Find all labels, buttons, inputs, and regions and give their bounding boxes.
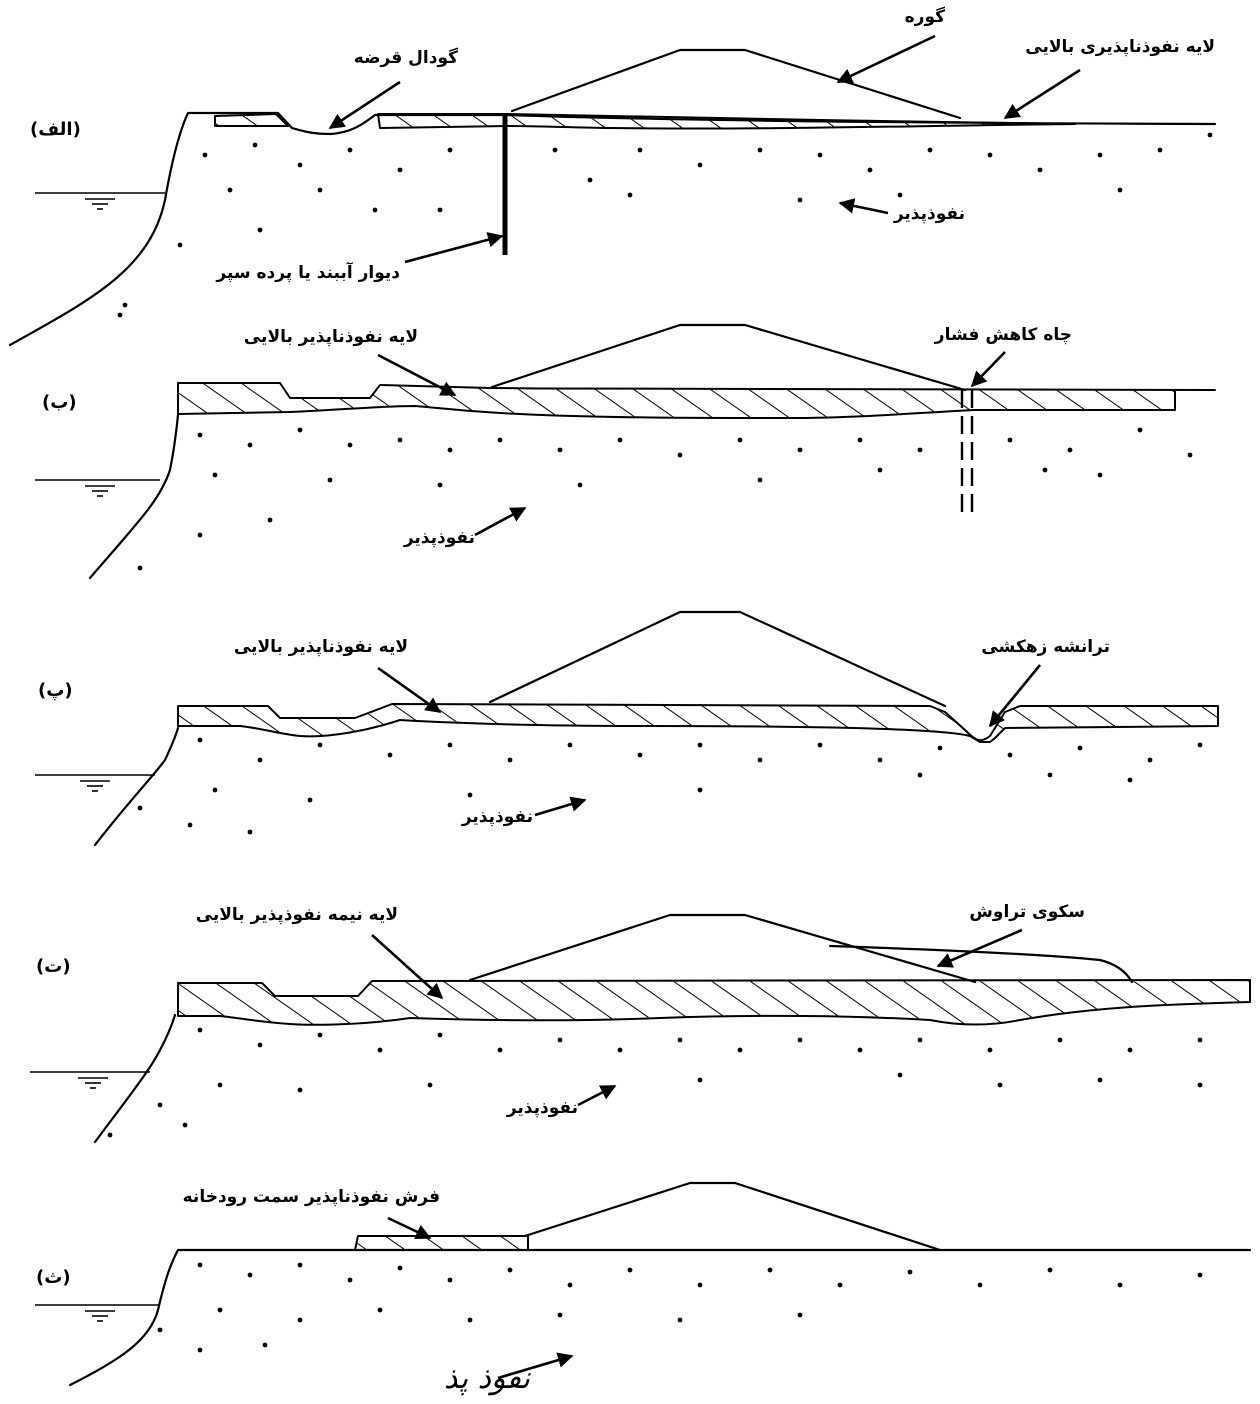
label-pervious: نفوذپذیر	[461, 807, 533, 827]
arrow	[1003, 68, 1081, 120]
arrow	[970, 351, 1006, 388]
pervious-dots	[137, 737, 1203, 835]
ground-profile	[93, 726, 180, 847]
arrow	[377, 666, 442, 714]
impervious-layer	[177, 703, 1219, 743]
panel-letter: (الف)	[30, 119, 81, 140]
levee	[510, 48, 962, 120]
riverside-blanket	[354, 1235, 529, 1251]
water-level-icon	[30, 1071, 150, 1089]
ground-profile	[88, 413, 180, 580]
arrow	[838, 198, 889, 215]
panel-pe: (پ) لایه نفوذناپذیر بالایی ترانشه زهکشی …	[35, 610, 1219, 847]
arrow	[328, 80, 401, 130]
arrow	[577, 1084, 617, 1107]
arrow	[474, 506, 527, 537]
ground-profile	[8, 111, 1217, 347]
panel-letter: (ت)	[36, 956, 71, 977]
panel-be: (ب) لایه نفوذناپذیر بالایی چاه	[35, 323, 1216, 580]
pervious-dots	[107, 1027, 1203, 1138]
arrow	[371, 934, 444, 1000]
arrow	[836, 34, 936, 84]
label-pervious: نفوذپذیر	[403, 528, 475, 548]
label-relief-well: چاه کاهش فشار	[934, 325, 1072, 345]
pervious-dots	[117, 132, 1213, 318]
label-cutoff-wall: دیوار آببند یا پرده سپر	[215, 261, 400, 283]
arrow	[387, 1216, 432, 1240]
water-level-icon	[35, 192, 165, 210]
label-drainage-trench: ترانشه زهکشی	[981, 637, 1110, 657]
label-borrow-pit: گودال قرضه	[354, 47, 458, 68]
arrow	[534, 796, 587, 817]
label-semi-pervious-top: لایه نیمه نفوذپذیر بالایی	[196, 905, 398, 925]
label-impervious-top: لایه نفوذناپذیر بالایی	[234, 637, 408, 657]
semi-pervious-layer	[177, 979, 1251, 1026]
impervious-layer	[177, 382, 1216, 419]
arrow	[497, 1352, 574, 1380]
panel-letter: (ث)	[36, 1267, 71, 1288]
label-levee: گوره	[905, 6, 945, 27]
water-level-icon	[35, 774, 155, 792]
panel-te: (ت) لایه نیمه نفوذپذیر بالایی سکوی تراوش	[30, 902, 1251, 1144]
panel-alef: (الف) گودال قرضه	[8, 6, 1217, 347]
relief-well	[960, 390, 974, 518]
levee	[490, 323, 967, 392]
panel-se: (ث) فرش نفوذناپذیر سمت رودخانه نفوذ پذ	[35, 1181, 1252, 1396]
label-seepage-berm: سکوی تراوش	[969, 902, 1085, 922]
water-level-icon	[35, 1304, 160, 1322]
water-level-icon	[35, 479, 160, 497]
levee	[523, 1181, 942, 1252]
label-pervious: نفوذپذیر	[893, 204, 965, 224]
label-impervious-top: لایه نفوذناپذیری بالایی	[1025, 37, 1215, 57]
label-riverside-blanket: فرش نفوذناپذیر سمت رودخانه	[183, 1187, 440, 1207]
arrow	[404, 232, 504, 264]
seepage-berm	[828, 944, 1134, 984]
panel-letter: (ب)	[42, 392, 77, 413]
ground-profile	[68, 1248, 1252, 1387]
pervious-dots	[137, 427, 1193, 571]
arrow	[936, 928, 1023, 968]
label-impervious-top: لایه نفوذناپذیر بالایی	[244, 327, 418, 347]
arrow	[988, 664, 1042, 728]
ground-profile	[93, 1013, 177, 1144]
pervious-dots	[157, 1262, 1203, 1353]
impervious-layer	[214, 113, 289, 127]
label-pervious: نفوذپذیر	[506, 1098, 578, 1118]
impervious-layer	[377, 113, 1076, 130]
arrow	[377, 353, 457, 397]
panel-letter: (پ)	[38, 680, 73, 701]
label-pervious-handwritten: نفوذ پذ	[444, 1361, 532, 1396]
levee	[468, 913, 977, 984]
levee	[488, 610, 947, 708]
